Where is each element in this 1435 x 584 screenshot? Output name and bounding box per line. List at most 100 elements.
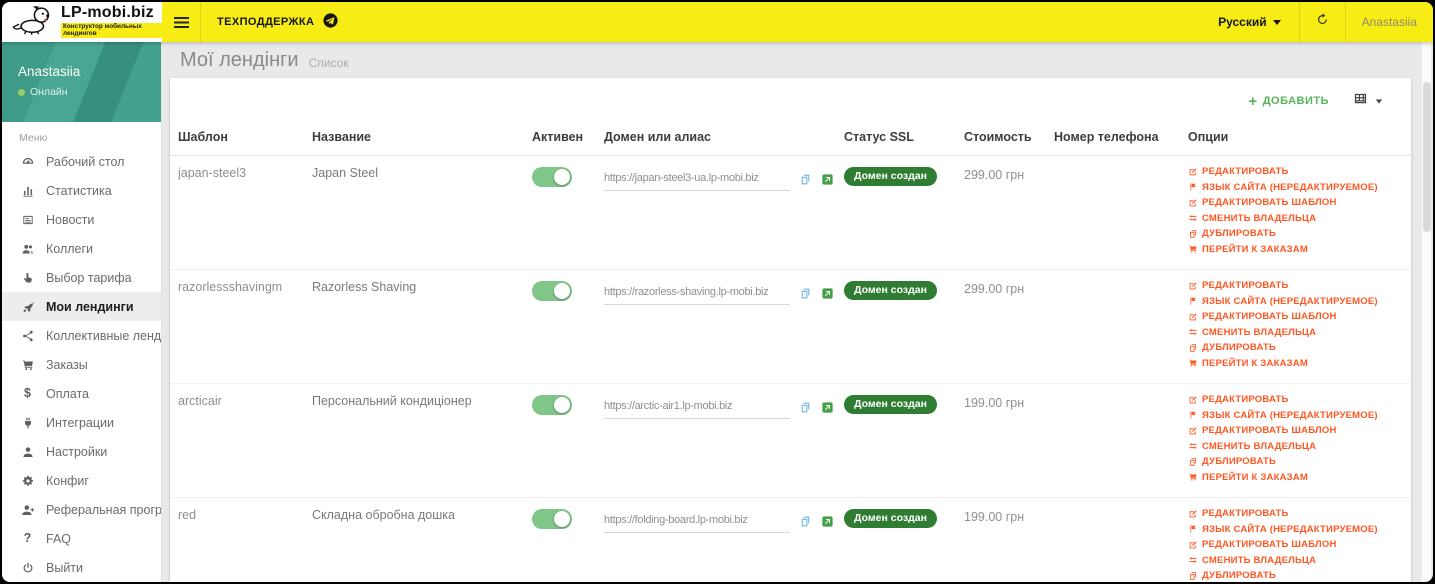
sidebar-item-my-landings[interactable]: Мои лендинги xyxy=(2,292,161,321)
open-site-icon[interactable] xyxy=(821,515,834,533)
edit-icon xyxy=(1188,198,1198,208)
sidebar-item-label: Реферальная программа xyxy=(46,502,162,517)
active-toggle[interactable] xyxy=(532,509,572,529)
sidebar-item-config[interactable]: Конфиг xyxy=(2,466,161,495)
exchange-icon xyxy=(1188,441,1198,451)
sidebar-item-logout[interactable]: Выйти xyxy=(2,553,161,582)
hamburger-icon xyxy=(173,16,189,19)
option-edit[interactable]: РЕДАКТИРОВАТЬ xyxy=(1188,166,1403,177)
sidebar-username: Anastasiia xyxy=(18,64,81,79)
stats-icon xyxy=(19,184,36,198)
option-edit[interactable]: РЕДАКТИРОВАТЬ xyxy=(1188,394,1403,405)
option-site-language[interactable]: ЯЗЫК САЙТА (НЕРЕДАКТИРУЕМОЕ) xyxy=(1188,410,1403,421)
option-site-language[interactable]: ЯЗЫК САЙТА (НЕРЕДАКТИРУЕМОЕ) xyxy=(1188,182,1403,193)
option-edit-template[interactable]: РЕДАКТИРОВАТЬ ШАБЛОН xyxy=(1188,311,1403,322)
table-row: red Складна обробна дошка https://folding-… xyxy=(170,497,1411,582)
sidebar-item-label: Конфиг xyxy=(46,473,89,488)
column-header: Номер телефона xyxy=(1046,124,1180,156)
option-change-owner[interactable]: СМЕНИТЬ ВЛАДЕЛЬЦА xyxy=(1188,327,1403,338)
option-edit[interactable]: РЕДАКТИРОВАТЬ xyxy=(1188,508,1403,519)
option-site-language[interactable]: ЯЗЫК САЙТА (НЕРЕДАКТИРУЕМОЕ) xyxy=(1188,524,1403,535)
ssl-status-badge: Домен создан xyxy=(844,509,937,528)
template-name: arcticair xyxy=(178,394,222,408)
sidebar-item-label: Коллективные лендинги xyxy=(46,328,162,343)
landing-name: Razorless Shaving xyxy=(312,280,417,294)
option-site-language[interactable]: ЯЗЫК САЙТА (НЕРЕДАКТИРУЕМОЕ) xyxy=(1188,296,1403,307)
sidebar-item-news[interactable]: Новости xyxy=(2,205,161,234)
edit-icon xyxy=(1188,395,1198,405)
active-toggle[interactable] xyxy=(532,395,572,415)
edit-icon xyxy=(1188,312,1198,322)
option-change-owner[interactable]: СМЕНИТЬ ВЛАДЕЛЬЦА xyxy=(1188,213,1403,224)
gear-icon xyxy=(19,474,36,488)
telegram-icon xyxy=(322,12,339,32)
option-go-to-orders[interactable]: ПЕРЕЙТИ К ЗАКАЗАМ xyxy=(1188,358,1403,369)
price: 199.00 грн xyxy=(964,510,1025,524)
table-view-button[interactable] xyxy=(1353,91,1383,111)
scrollbar-thumb[interactable] xyxy=(1423,82,1431,232)
domain-input[interactable]: https://arctic-air1.lp-mobi.biz xyxy=(604,398,790,419)
option-edit-template[interactable]: РЕДАКТИРОВАТЬ ШАБЛОН xyxy=(1188,197,1403,208)
sidebar-item-tariff[interactable]: Выбор тарифа xyxy=(2,263,161,292)
table-row: arcticair Персональний кондиціонер https:/… xyxy=(170,383,1411,498)
scrollbar[interactable] xyxy=(1421,42,1431,582)
copy-domain-icon[interactable] xyxy=(799,173,812,191)
cart-icon xyxy=(1188,244,1198,254)
open-site-icon[interactable] xyxy=(821,287,834,305)
option-edit[interactable]: РЕДАКТИРОВАТЬ xyxy=(1188,280,1403,291)
logo[interactable]: LP-mobi.biz Конструктор мобильных лендин… xyxy=(2,2,162,42)
sidebar-item-faq[interactable]: ? FAQ xyxy=(2,524,161,553)
column-header: Статус SSL xyxy=(836,124,956,156)
topbar-username[interactable]: Anastasiia xyxy=(1361,15,1417,29)
sidebar-item-referral[interactable]: Реферальная программа xyxy=(2,495,161,524)
active-toggle[interactable] xyxy=(532,167,572,187)
sidebar-item-statistics[interactable]: Статистика xyxy=(2,176,161,205)
sidebar-item-label: Рабочий стол xyxy=(46,154,125,169)
copy-domain-icon[interactable] xyxy=(799,515,812,533)
language-dropdown[interactable]: Русский xyxy=(1200,2,1299,42)
main-content: Мої лендінги Список + ДОБАВИТЬ xyxy=(162,42,1433,582)
sidebar-item-collective-landings[interactable]: Коллективные лендинги xyxy=(2,321,161,350)
active-toggle[interactable] xyxy=(532,281,572,301)
flag-icon xyxy=(1188,524,1198,534)
sidebar-item-label: Интеграции xyxy=(46,415,115,430)
option-go-to-orders[interactable]: ПЕРЕЙТИ К ЗАКАЗАМ xyxy=(1188,244,1403,255)
menu-toggle-button[interactable] xyxy=(162,2,200,42)
column-header: Домен или алиас xyxy=(596,124,836,156)
sidebar-item-dashboard[interactable]: Рабочий стол xyxy=(2,147,161,176)
option-duplicate[interactable]: ДУБЛИРОВАТЬ xyxy=(1188,228,1403,239)
add-button[interactable]: + ДОБАВИТЬ xyxy=(1248,92,1329,110)
sidebar-item-colleagues[interactable]: Коллеги xyxy=(2,234,161,263)
sidebar-item-label: Мои лендинги xyxy=(46,299,134,314)
option-go-to-orders[interactable]: ПЕРЕЙТИ К ЗАКАЗАМ xyxy=(1188,472,1403,483)
domain-input[interactable]: https://folding-board.lp-mobi.biz xyxy=(604,512,790,533)
colleagues-icon xyxy=(19,242,36,256)
option-edit-template[interactable]: РЕДАКТИРОВАТЬ ШАБЛОН xyxy=(1188,425,1403,436)
copy-domain-icon[interactable] xyxy=(799,287,812,305)
domain-input[interactable]: https://razorless-shaving.lp-mobi.biz xyxy=(604,284,790,305)
open-site-icon[interactable] xyxy=(821,401,834,419)
option-change-owner[interactable]: СМЕНИТЬ ВЛАДЕЛЬЦА xyxy=(1188,441,1403,452)
topbar: LP-mobi.biz Конструктор мобильных лендин… xyxy=(2,2,1433,42)
refresh-button[interactable] xyxy=(1300,2,1345,42)
chevron-down-icon xyxy=(1272,19,1281,25)
divider xyxy=(200,2,201,42)
copy-icon xyxy=(1188,229,1198,239)
option-edit-template[interactable]: РЕДАКТИРОВАТЬ ШАБЛОН xyxy=(1188,539,1403,550)
ssl-status-badge: Домен создан xyxy=(844,167,937,186)
option-change-owner[interactable]: СМЕНИТЬ ВЛАДЕЛЬЦА xyxy=(1188,555,1403,566)
divider xyxy=(1298,2,1300,42)
option-duplicate[interactable]: ДУБЛИРОВАТЬ xyxy=(1188,456,1403,467)
sidebar-item-integrations[interactable]: Интеграции xyxy=(2,408,161,437)
option-duplicate[interactable]: ДУБЛИРОВАТЬ xyxy=(1188,342,1403,353)
sidebar-item-orders[interactable]: Заказы xyxy=(2,350,161,379)
cart-icon xyxy=(1188,472,1198,482)
support-button[interactable]: ТЕХПОДДЕРЖКА xyxy=(201,2,355,42)
sidebar-item-payment[interactable]: $ Оплата xyxy=(2,379,161,408)
sidebar-item-settings[interactable]: Настройки xyxy=(2,437,161,466)
copy-domain-icon[interactable] xyxy=(799,401,812,419)
option-duplicate[interactable]: ДУБЛИРОВАТЬ xyxy=(1188,570,1403,581)
ssl-status-badge: Домен создан xyxy=(844,281,937,300)
open-site-icon[interactable] xyxy=(821,173,834,191)
domain-input[interactable]: https://japan-steel3-ua.lp-mobi.biz xyxy=(604,170,790,191)
